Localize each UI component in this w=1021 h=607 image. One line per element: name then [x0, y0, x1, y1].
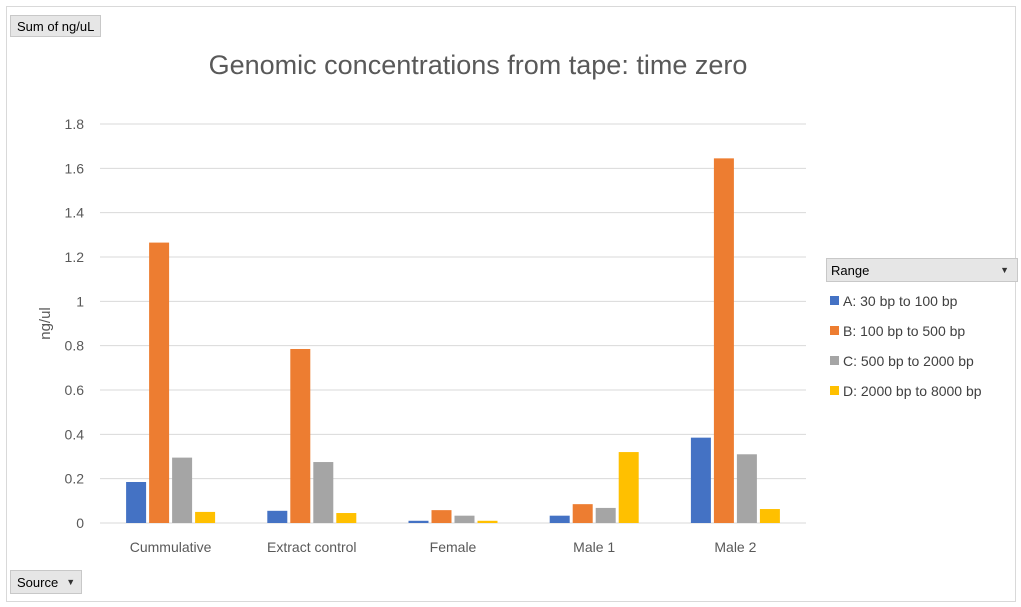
x-tick-label: Cummulative [130, 539, 212, 555]
bar [313, 462, 334, 523]
y-tick-label: 1 [76, 293, 84, 309]
legend: Range ▼ A: 30 bp to 100 bp B: 100 bp to 5… [826, 258, 1018, 402]
bar [172, 457, 193, 523]
legend-swatch [830, 386, 839, 395]
bar [290, 348, 311, 523]
bar [572, 504, 593, 523]
bar [195, 511, 216, 523]
bar [149, 242, 170, 523]
y-tick-label: 0.8 [65, 338, 85, 354]
bar [690, 437, 711, 523]
y-tick-label: 0 [76, 515, 84, 531]
y-tick-label: 1.8 [65, 116, 85, 132]
legend-label: C: 500 bp to 2000 bp [843, 352, 974, 369]
bar [759, 509, 780, 523]
bar [126, 481, 147, 523]
bar [595, 507, 616, 523]
legend-item: A: 30 bp to 100 bp [826, 289, 1018, 312]
y-tick-label: 0.4 [65, 426, 85, 442]
legend-item: C: 500 bp to 2000 bp [826, 349, 1018, 372]
chevron-down-icon: ▼ [66, 577, 76, 587]
x-tick-label: Female [430, 539, 477, 555]
bar [454, 515, 475, 523]
y-tick-label: 1.2 [65, 249, 85, 265]
bar [431, 510, 452, 523]
bar [408, 520, 429, 523]
legend-label: D: 2000 bp to 8000 bp [843, 382, 982, 399]
bar [336, 513, 357, 523]
legend-label: B: 100 bp to 500 bp [843, 322, 966, 339]
y-axis-label: ng/ul [37, 307, 54, 340]
legend-swatch [830, 326, 839, 335]
axis-field-label: Source [17, 574, 59, 590]
chart-title: Genomic concentrations from tape: time z… [209, 50, 748, 80]
legend-label: A: 30 bp to 100 bp [843, 292, 958, 309]
y-tick-label: 0.6 [65, 382, 85, 398]
chevron-down-icon: ▼ [1000, 265, 1009, 275]
legend-field-label: Range [831, 262, 870, 278]
y-tick-label: 1.6 [65, 160, 85, 176]
bar [267, 510, 288, 523]
x-tick-label: Male 2 [714, 539, 756, 555]
chart-area [6, 6, 1016, 602]
bar [736, 454, 757, 523]
legend-swatch [830, 356, 839, 365]
bar [549, 515, 570, 523]
bar [477, 520, 498, 523]
values-field-label: Sum of ng/uL [17, 18, 95, 34]
y-tick-label: 1.4 [65, 205, 85, 221]
y-tick-label: 0.2 [65, 471, 85, 487]
legend-item: D: 2000 bp to 8000 bp [826, 379, 1018, 402]
values-field-button[interactable]: Sum of ng/uL [10, 15, 102, 37]
x-tick-label: Male 1 [573, 539, 615, 555]
axis-field-button[interactable]: Source ▼ [10, 570, 83, 594]
x-tick-label: Extract control [267, 539, 356, 555]
legend-item: B: 100 bp to 500 bp [826, 319, 1018, 342]
legend-field-button[interactable]: Range ▼ [826, 258, 1018, 282]
bar [618, 452, 639, 523]
bar [713, 158, 734, 523]
legend-swatch [830, 296, 839, 305]
